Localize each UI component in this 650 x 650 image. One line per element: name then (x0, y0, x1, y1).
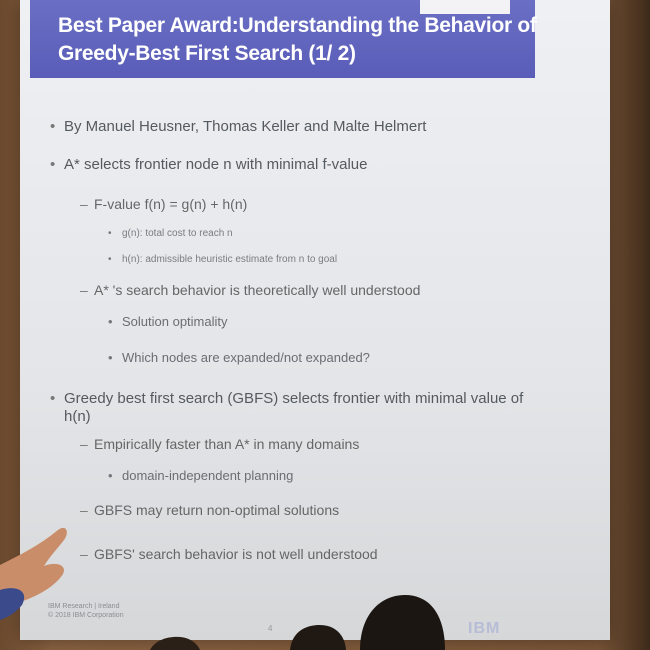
footer-line-2: © 2018 IBM Corporation (48, 612, 124, 619)
bullet-item: • h(n): admissible heuristic estimate fro… (108, 254, 338, 265)
bullet-item: – F-value f(n) = g(n) + h(n) (80, 196, 248, 212)
dash-icon: – (80, 196, 88, 212)
dash-icon: – (80, 502, 88, 518)
bullet-dot-icon: • (50, 156, 56, 173)
title-line-1: Best Paper Award:Understanding the Behav… (58, 14, 537, 37)
footer-line-1: IBM Research | Ireland (48, 603, 120, 610)
bullet-item: • A* selects frontier node n with minimal… (50, 156, 368, 173)
bullet-item: • Greedy best first search (GBFS) selects… (50, 390, 524, 407)
bullet-item: – GBFS' search behavior is not well under… (80, 546, 378, 562)
bullet-dot-icon: • (108, 350, 113, 365)
bullet-dot-icon: • (108, 228, 112, 239)
bullet-item: – A* 's search behavior is theoretically … (80, 282, 421, 298)
dash-icon: – (80, 282, 88, 298)
bullet-dot-icon: • (108, 314, 113, 329)
dash-icon: – (80, 546, 88, 562)
title-line-2: Greedy-Best First Search (1/ 2) (58, 42, 356, 65)
bullet-item: • g(n): total cost to reach n (108, 228, 233, 239)
bullet-dot-icon: • (50, 118, 56, 135)
bullet-item: • domain-independent planning (108, 468, 294, 483)
slide-footer: IBM Research | Ireland © 2018 IBM Corpor… (48, 602, 124, 620)
page-number: 4 (268, 624, 273, 633)
bullet-dot-icon: • (108, 254, 112, 265)
projection-screen: Best Paper Award:Understanding the Behav… (20, 0, 610, 640)
bullet-dot-icon: • (50, 390, 56, 407)
slide-title: Best Paper Award:Understanding the Behav… (58, 12, 538, 68)
bullet-item: – Empirically faster than A* in many doma… (80, 436, 360, 452)
bullet-continuation: h(n) (64, 408, 91, 425)
bullet-item: • Solution optimality (108, 314, 228, 329)
bullet-dot-icon: • (108, 468, 113, 483)
ibm-logo: IBM (468, 620, 501, 637)
bullet-item: • Which nodes are expanded/not expanded? (108, 350, 370, 365)
bullet-item: • By Manuel Heusner, Thomas Keller and Ma… (50, 118, 427, 135)
bullet-item: – GBFS may return non-optimal solutions (80, 502, 340, 518)
dash-icon: – (80, 436, 88, 452)
slide-title-bar: Best Paper Award:Understanding the Behav… (30, 0, 538, 78)
